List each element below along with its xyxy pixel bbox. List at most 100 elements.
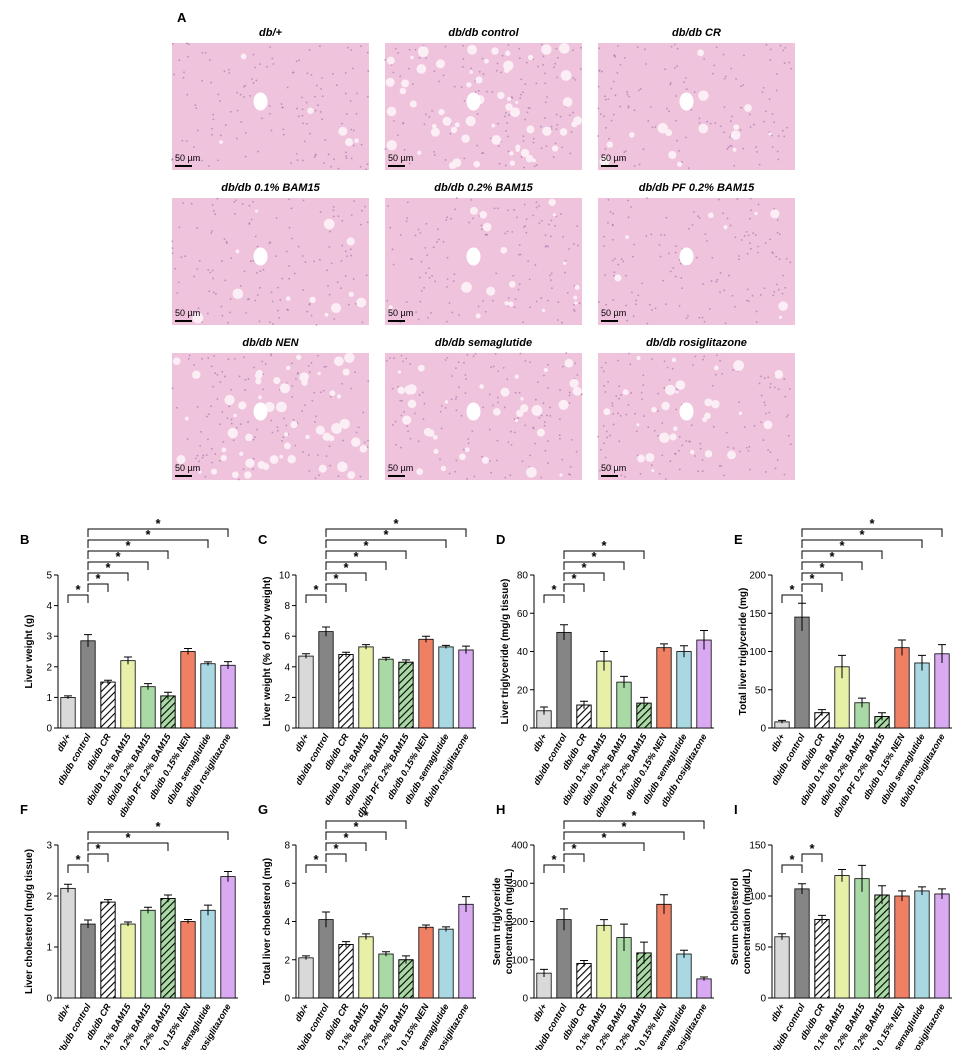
error-bar (302, 653, 310, 659)
nucleus (391, 387, 394, 390)
nucleus (438, 80, 440, 83)
nucleus (446, 285, 448, 288)
nucleus (513, 306, 516, 309)
nucleus (193, 364, 195, 366)
nucleus (454, 470, 457, 473)
lipid-droplet (645, 452, 655, 462)
nucleus (712, 72, 714, 75)
nucleus (213, 354, 215, 357)
bar (378, 658, 394, 729)
significance-bracket (305, 594, 327, 603)
lipid-droplet (636, 355, 641, 360)
nucleus (547, 299, 549, 302)
nucleus (306, 310, 309, 313)
histology-image (385, 198, 582, 325)
nucleus (562, 235, 564, 238)
y-tick-label: 8 (284, 841, 290, 852)
nucleus (210, 127, 213, 130)
lipid-droplet (778, 315, 783, 319)
lipid-droplet (651, 406, 657, 413)
nucleus (688, 227, 690, 230)
nucleus (724, 322, 727, 325)
nucleus (511, 230, 514, 233)
nucleus (266, 65, 268, 68)
significance-bracket (325, 528, 467, 537)
y-axis-label: Total liver triglyceride (mg) (738, 588, 749, 716)
nucleus (565, 352, 568, 354)
nucleus (232, 439, 235, 442)
nucleus (313, 95, 316, 98)
nucleus (269, 112, 271, 115)
bar (60, 887, 76, 999)
lipid-droplet (569, 378, 579, 388)
nucleus (480, 224, 483, 227)
bar-hatch (160, 695, 176, 729)
nucleus (229, 298, 232, 300)
nucleus (225, 240, 228, 243)
nucleus (717, 198, 720, 201)
nucleus (425, 222, 428, 225)
nucleus (602, 384, 605, 387)
nucleus (329, 230, 331, 233)
nucleus (550, 235, 552, 238)
nucleus (330, 165, 333, 168)
nucleus (678, 149, 680, 152)
nucleus (698, 121, 701, 124)
nucleus (197, 307, 200, 310)
nucleus (734, 236, 737, 239)
histology-image (385, 43, 582, 170)
nucleus (518, 47, 521, 50)
nucleus (424, 113, 427, 116)
nucleus (286, 86, 289, 89)
nucleus (688, 440, 691, 443)
panel-label: D (496, 532, 505, 547)
nucleus (486, 90, 488, 93)
significance-label: * (95, 571, 101, 586)
error-bar (184, 647, 192, 655)
nucleus (184, 255, 187, 258)
nucleus (760, 375, 762, 378)
lipid-droplet (233, 413, 237, 418)
nucleus (476, 113, 479, 115)
lipid-droplet (416, 468, 424, 476)
lipid-droplet (279, 383, 291, 394)
image-title: db/db PF 0.2% BAM15 (639, 182, 755, 194)
lipid-droplet (675, 390, 679, 394)
nucleus (785, 415, 788, 418)
nucleus (758, 382, 761, 385)
nucleus (709, 122, 712, 125)
nucleus (537, 381, 539, 384)
lipid-droplet (407, 399, 417, 409)
nucleus (712, 425, 715, 428)
nucleus (627, 216, 630, 219)
lipid-droplet (338, 126, 348, 136)
tissue-texture (384, 43, 583, 170)
nucleus (603, 95, 606, 98)
nucleus (365, 274, 368, 277)
lipid-droplet (435, 59, 445, 69)
nucleus (313, 156, 316, 158)
nucleus (362, 411, 365, 414)
nucleus (506, 378, 509, 381)
error-bar (64, 695, 72, 699)
significance-bracket (801, 550, 883, 559)
nucleus (517, 288, 520, 291)
nucleus (481, 152, 483, 155)
nucleus (406, 217, 409, 219)
lipid-droplet (505, 103, 513, 111)
nucleus (673, 43, 676, 46)
nucleus (537, 65, 539, 68)
significance-label: * (353, 819, 359, 834)
nucleus (718, 465, 721, 467)
error-bar (144, 683, 152, 690)
nucleus (657, 410, 659, 412)
panel-label: H (496, 802, 505, 817)
bar-hatch (160, 898, 176, 999)
lipid-droplet (572, 386, 582, 396)
nucleus (419, 232, 422, 234)
lipid-droplet (198, 470, 202, 474)
lipid-droplet (770, 209, 780, 219)
nucleus (303, 140, 306, 143)
nucleus (611, 259, 614, 262)
nucleus (322, 389, 325, 392)
